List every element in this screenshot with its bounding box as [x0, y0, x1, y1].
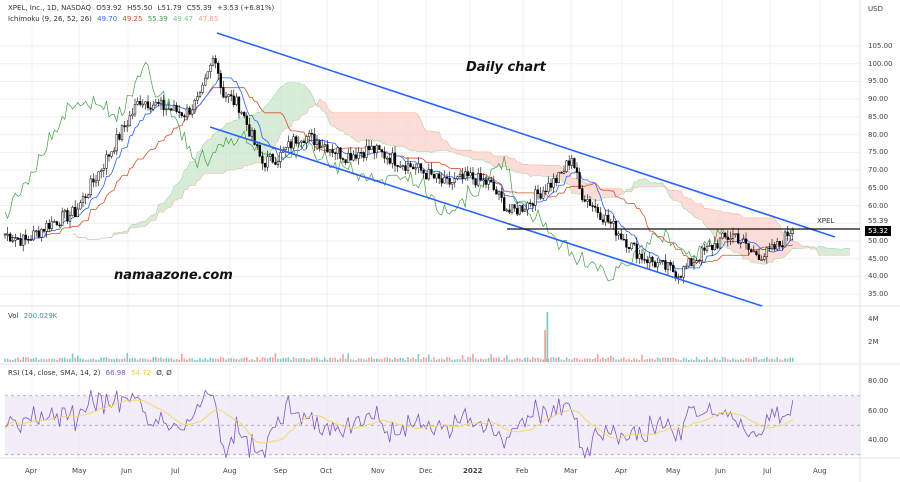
price-tick: 95.00	[868, 77, 889, 86]
time-tick: Oct	[320, 467, 333, 475]
watermark-annotation: namaazone.com	[114, 268, 233, 283]
price-tick: 80.00	[868, 130, 889, 139]
high-value: H55.50	[127, 4, 153, 12]
volume-value: 200.029K	[23, 312, 58, 320]
low-value: L51.79	[157, 4, 182, 12]
ichimoku-conversion: 49.70	[97, 15, 118, 23]
symbol-line: XPEL, Inc., 1D, NASDAQ	[8, 4, 92, 12]
time-tick: Apr	[615, 467, 628, 475]
close-value: C55.39	[186, 4, 212, 12]
rsi-sma-value: 54.72	[130, 369, 151, 377]
price-tick: 85.00	[868, 112, 889, 121]
price-tick: 60.00	[868, 201, 889, 210]
time-tick: Mar	[564, 467, 578, 475]
price-tick: 50.00	[868, 237, 889, 245]
open-value: O53.92	[96, 4, 122, 12]
hline-price-label: 53.32	[865, 226, 892, 236]
time-tick: Aug	[813, 467, 827, 475]
price-tick: 105.00	[868, 42, 893, 50]
last-price-label: 55.39	[868, 217, 889, 225]
rsi-legend[interactable]: RSI (14, close, SMA, 14, 2) 66.98 54.72 …	[8, 369, 175, 377]
time-tick: 2022	[463, 467, 483, 475]
ichimoku-lagging: 55.39	[147, 15, 168, 23]
price-tick: 65.00	[868, 183, 889, 192]
ichimoku-lead2: 47.65	[198, 15, 219, 23]
rsi-value: 66.98	[105, 369, 126, 377]
ichimoku-legend[interactable]: Ichimoku (9, 26, 52, 26) 49.70 49.25 55.…	[8, 15, 221, 23]
price-tick: 35.00	[868, 290, 889, 299]
rsi-tick: 80.00	[868, 377, 889, 385]
ichimoku-label: Ichimoku (9, 26, 52, 26)	[8, 15, 92, 23]
rsi-extra: Ø, Ø	[156, 369, 172, 377]
time-tick: Jul	[763, 467, 772, 475]
volume-legend[interactable]: Vol 200.029K	[8, 312, 60, 320]
volume-tick: 4M	[868, 315, 879, 323]
price-tick: 70.00	[868, 166, 889, 175]
symbol-legend: XPEL, Inc., 1D, NASDAQ O53.92 H55.50 L51…	[8, 4, 277, 12]
time-tick: Jun	[121, 467, 132, 475]
rsi-label: RSI (14, close, SMA, 14, 2)	[8, 369, 101, 377]
price-tick: 40.00	[868, 272, 889, 281]
currency-label: USD	[868, 5, 883, 13]
price-tick: 90.00	[868, 95, 889, 104]
rsi-tick: 60.00	[868, 406, 889, 415]
time-tick: Sep	[274, 467, 288, 475]
price-tick: 100.00	[868, 59, 893, 68]
time-tick: Aug	[223, 467, 237, 475]
volume-label: Vol	[8, 312, 19, 320]
price-tick: 45.00	[868, 254, 889, 263]
time-tick: Jun	[715, 467, 726, 475]
rsi-tick: 40.00	[868, 436, 889, 444]
volume-tick: 2M	[868, 338, 879, 346]
time-tick: May	[666, 467, 681, 475]
change-value: +3.53 (+6.81%)	[216, 4, 275, 12]
time-tick: Jul	[171, 467, 180, 475]
time-tick: Apr	[25, 467, 38, 475]
ichimoku-base: 49.25	[122, 15, 143, 23]
time-tick: Feb	[516, 467, 529, 475]
price-tick: 75.00	[868, 148, 889, 157]
chart-title-annotation: Daily chart	[466, 60, 546, 75]
ichimoku-lead1: 49.47	[172, 15, 194, 23]
time-tick: Nov	[371, 467, 385, 475]
symbol-tag: XPEL	[817, 217, 835, 225]
time-tick: Dec	[419, 467, 433, 475]
time-tick: May	[72, 467, 87, 475]
